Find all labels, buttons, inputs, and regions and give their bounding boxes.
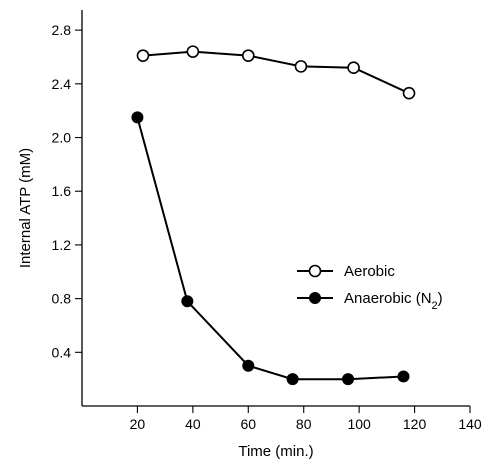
- data-point-anaerobic: [342, 373, 355, 386]
- y-tick-label: 2.8: [52, 22, 72, 38]
- data-point-aerobic: [136, 49, 150, 62]
- legend-label-anaerobic: Anaerobic (N2): [344, 290, 443, 312]
- y-tick-label: 2.4: [52, 76, 72, 92]
- data-point-anaerobic: [181, 295, 194, 308]
- x-tick-label: 120: [403, 416, 427, 432]
- legend-label-anaerobic-subscript: 2: [432, 300, 438, 312]
- data-point-anaerobic: [286, 373, 299, 386]
- y-tick-label: 1.6: [52, 183, 72, 199]
- y-tick-label: 1.2: [52, 237, 72, 253]
- legend-label-anaerobic-main: Anaerobic (N: [344, 290, 432, 307]
- y-tick-label: 2.0: [52, 130, 72, 146]
- legend-marker-aerobic: [308, 264, 322, 278]
- y-tick-label: 0.8: [52, 291, 72, 307]
- data-point-aerobic: [402, 86, 416, 100]
- data-point-aerobic: [294, 60, 308, 73]
- legend-marker-anaerobic: [309, 292, 321, 304]
- series-layer: [131, 45, 416, 386]
- x-tick-label: 80: [296, 416, 312, 432]
- x-tick-label: 40: [185, 416, 201, 432]
- x-tick-label: 20: [130, 416, 146, 432]
- x-axis-title: Time (min.): [238, 443, 313, 460]
- data-point-aerobic: [186, 45, 200, 58]
- x-ticks: 20 40 60 80 100 120 140: [130, 406, 482, 432]
- legend-label-anaerobic-suffix: ): [438, 290, 443, 307]
- y-ticks: 0.4 0.8 1.2 1.6 2.0 2.4 2.8: [52, 22, 82, 360]
- data-point-aerobic: [347, 61, 360, 75]
- y-tick-label: 0.4: [52, 344, 72, 360]
- series-line-aerobic: [142, 50, 410, 95]
- data-point-anaerobic: [242, 359, 255, 372]
- axes: [81, 10, 470, 407]
- x-tick-label: 140: [458, 416, 482, 432]
- y-axis-title: Internal ATP (mM): [17, 148, 34, 268]
- legend: Aerobic Anaerobic (N2): [297, 263, 443, 312]
- series-line-anaerobic: [136, 117, 404, 381]
- data-point-anaerobic: [397, 370, 410, 383]
- legend-label-aerobic: Aerobic: [344, 263, 395, 280]
- data-point-anaerobic: [131, 111, 144, 124]
- x-tick-label: 100: [347, 416, 371, 432]
- data-point-aerobic: [241, 49, 255, 62]
- x-tick-label: 60: [240, 416, 256, 432]
